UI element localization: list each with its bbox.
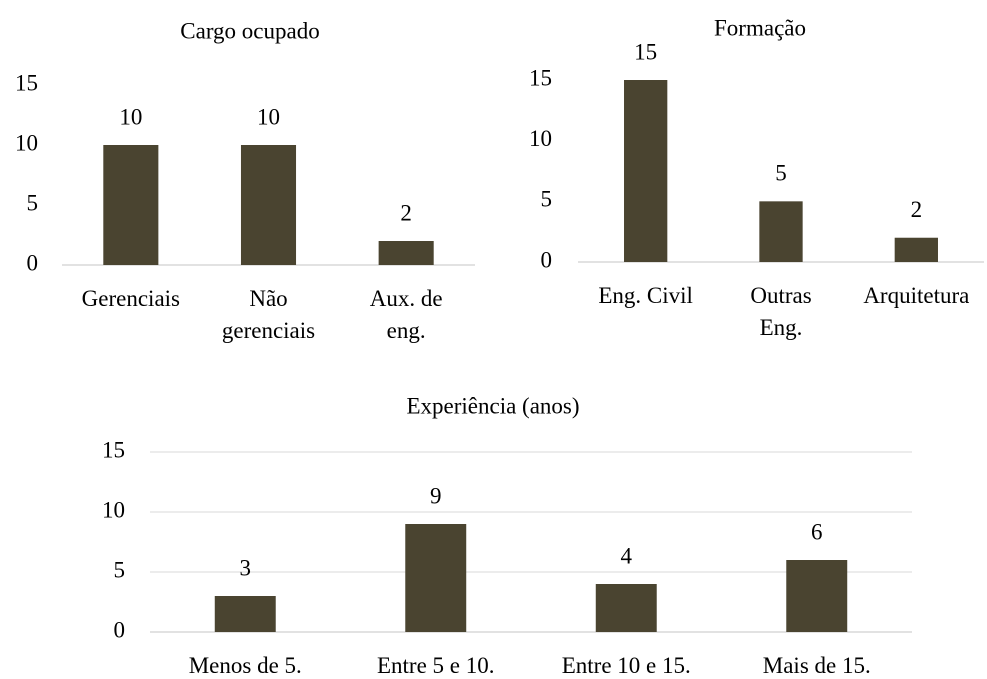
value-label: 2 [911, 197, 923, 222]
y-tick-label: 5 [114, 557, 126, 582]
x-tick-label: Gerenciais [82, 286, 180, 311]
y-tick-label: 15 [529, 65, 552, 90]
bar [214, 596, 276, 632]
y-tick-label: 0 [27, 250, 39, 275]
y-tick-label: 5 [27, 190, 39, 215]
value-label: 10 [257, 104, 280, 129]
x-tick-label: Não gerenciais [222, 286, 315, 343]
value-label: 4 [621, 543, 633, 568]
y-tick-label: 0 [114, 617, 126, 642]
value-label: 5 [775, 161, 787, 186]
chart-title: Experiência (anos) [406, 393, 579, 418]
bar [786, 560, 848, 632]
bar [378, 241, 434, 265]
y-tick-label: 5 [541, 187, 553, 212]
bar [103, 145, 159, 265]
y-tick-label: 15 [102, 437, 125, 462]
value-label: 15 [634, 39, 657, 64]
bar [624, 80, 668, 262]
bar [405, 524, 467, 632]
y-tick-label: 0 [541, 247, 553, 272]
chart-title: Formação [714, 15, 806, 40]
bar [240, 145, 297, 265]
y-tick-label: 10 [15, 130, 38, 155]
y-tick-label: 10 [529, 126, 552, 151]
x-tick-label: Aux. de eng. [370, 286, 443, 343]
y-tick-label: 10 [102, 497, 125, 522]
bar [894, 237, 938, 262]
bar [759, 201, 803, 262]
value-label: 2 [400, 200, 412, 225]
y-tick-label: 15 [15, 70, 38, 95]
x-tick-label: Entre 5 e 10. [377, 653, 495, 678]
value-label: 9 [430, 483, 442, 508]
value-label: 10 [119, 104, 142, 129]
bar [595, 584, 657, 632]
x-tick-label: Eng. Civil [598, 283, 693, 308]
value-label: 3 [240, 555, 252, 580]
x-tick-label: Outras Eng. [750, 283, 811, 340]
chart-title: Cargo ocupado [180, 18, 319, 43]
x-tick-label: Menos de 5. [189, 653, 302, 678]
value-label: 6 [811, 519, 823, 544]
x-tick-label: Arquitetura [863, 283, 969, 308]
x-tick-label: Entre 10 e 15. [562, 653, 691, 678]
x-tick-label: Mais de 15. [763, 653, 871, 678]
